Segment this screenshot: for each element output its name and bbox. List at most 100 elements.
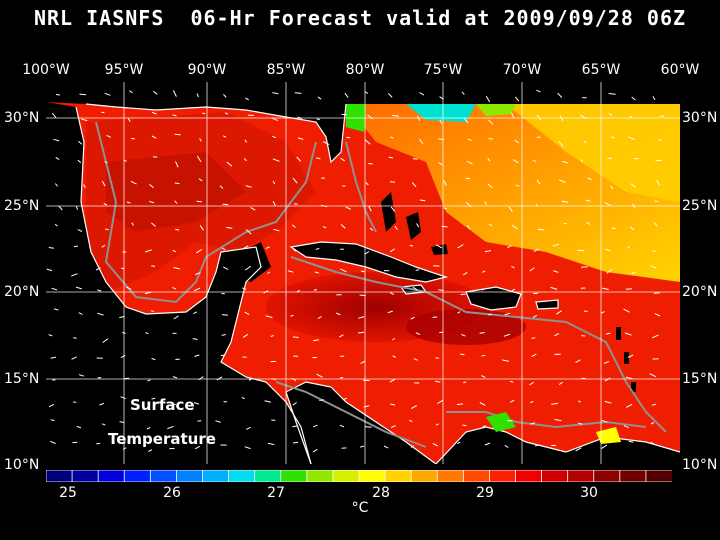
wind-vector [55,183,58,187]
wind-vector [562,161,569,164]
wind-vector [509,380,514,383]
wind-vector [586,221,591,225]
wind-vector [246,426,251,430]
wind-vector [193,402,200,405]
wind-vector [365,182,369,186]
wind-vector [221,247,226,251]
wind-vector [151,222,156,227]
wind-vector [555,310,562,315]
wind-vector [312,424,318,428]
wind-vector [243,158,247,162]
wind-vector [392,355,396,359]
wind-vector [292,441,299,444]
wind-vector [387,310,393,314]
wind-vector [554,419,562,422]
colorbar-cell [280,470,308,482]
wind-vector [71,356,77,360]
wind-vector [272,180,276,185]
wind-vector [99,402,105,406]
wind-vector [419,199,426,202]
wind-vector [77,229,83,232]
wind-vector [216,376,223,381]
wind-vector [103,203,108,206]
wind-vector [605,332,611,335]
wind-vector [465,201,472,208]
wind-vector [95,267,101,271]
wind-vector [412,286,418,291]
wind-vector [536,180,541,185]
wind-vector [532,314,538,318]
wind-vector [193,311,198,315]
wind-vector [297,137,304,140]
wind-vector [410,405,418,410]
wind-vector [610,136,616,139]
colorbar-tick-label: 30 [580,485,598,501]
wind-vector [242,333,249,338]
wind-vector [530,401,534,404]
wind-vector [558,179,566,183]
wind-vector [296,289,301,293]
wind-vector [629,115,633,118]
wind-vector [313,339,319,342]
wind-vector [242,287,247,290]
wind-vector [199,138,202,142]
wind-vector [292,425,299,428]
wind-vector [342,397,348,401]
wind-vector [529,267,535,272]
wind-vector [631,96,636,101]
wind-vector [122,447,127,450]
wind-vector [199,225,204,231]
wind-vector [654,312,661,317]
wind-vector [389,181,396,183]
colorbar-cell [541,470,569,482]
wind-vector [202,112,206,115]
wind-vector [222,203,229,206]
wind-vector [322,141,330,146]
wind-vector [552,243,559,247]
colorbar-cell [228,470,256,482]
wind-vector [531,353,537,358]
wind-vector [462,424,467,427]
wind-vector [488,138,494,140]
wind-vector [104,160,108,164]
wind-vector [316,373,323,378]
wind-vector [651,403,657,406]
latitude-label: 15°N [4,371,40,387]
wind-vector [144,291,152,295]
map-title: NRL IASNFS 06-Hr Forecast valid at 2009/… [33,6,687,30]
colorbar-cell [384,470,413,482]
wind-vector [550,286,558,290]
wind-vector [608,112,613,117]
wind-vector [105,228,109,231]
wind-vector [52,379,56,381]
wind-vector [272,200,276,206]
wind-vector [223,266,229,270]
wind-vector [360,270,365,273]
wind-vector [244,311,250,316]
wind-vector [390,403,396,406]
wind-vector [293,249,297,252]
wind-vector [267,442,275,446]
wind-vector [48,247,54,249]
wind-vector [77,159,82,163]
wind-vector [551,402,558,405]
wind-vector [55,156,60,161]
wind-vector [561,200,569,203]
longitude-label: 75°W [423,62,463,78]
wind-vector [106,134,112,138]
wind-vector [344,92,349,98]
wind-vector [119,315,125,319]
wind-vector [198,178,203,182]
wind-vector [315,247,320,250]
wind-vector [270,335,274,337]
wind-vector [651,334,659,339]
wind-vector [312,448,318,453]
wind-vector [456,403,464,406]
wind-vector [250,207,256,211]
wind-vector [463,117,469,124]
wind-vector [291,377,297,382]
wind-vector [340,224,346,229]
wind-vector [129,90,133,94]
wind-vector [360,360,366,365]
wind-vector [652,96,656,101]
